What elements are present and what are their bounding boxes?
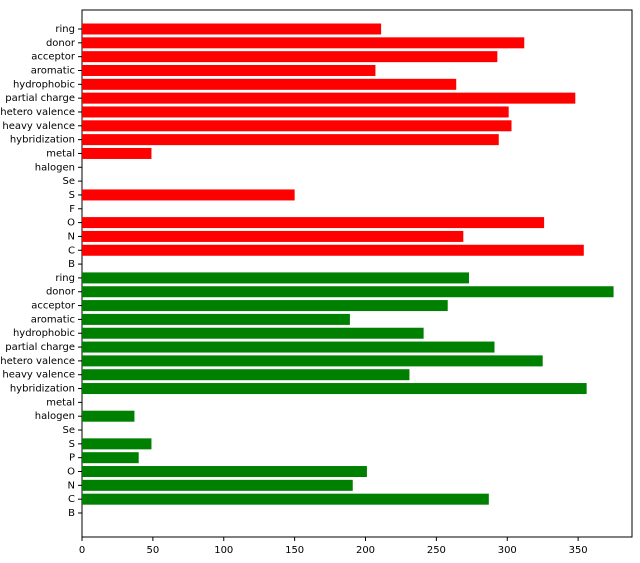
x-tick-label: 150 xyxy=(285,545,304,556)
bar xyxy=(82,272,469,284)
y-tick-label: halogen xyxy=(35,411,75,422)
y-tick-label: B xyxy=(68,259,75,270)
y-tick-label: acceptor xyxy=(31,301,76,312)
y-tick-label: Se xyxy=(63,176,76,187)
y-tick-label: hydrophobic xyxy=(13,79,75,90)
bar xyxy=(82,51,498,63)
bar xyxy=(82,438,152,450)
bar xyxy=(82,64,376,76)
y-tick-label: partial charge xyxy=(5,93,75,104)
y-tick-label: hetero valence xyxy=(0,107,75,118)
y-tick-label: ring xyxy=(55,273,75,284)
bar xyxy=(82,300,448,312)
y-tick-label: hybridization xyxy=(10,135,75,146)
x-tick-label: 0 xyxy=(79,545,85,556)
bar xyxy=(82,341,495,353)
bar xyxy=(82,147,152,159)
bar xyxy=(82,23,382,35)
x-tick-label: 350 xyxy=(569,545,588,556)
y-tick-label: Se xyxy=(63,425,76,436)
y-tick-label: aromatic xyxy=(31,65,75,76)
y-tick-label: hetero valence xyxy=(0,356,75,367)
bar xyxy=(82,286,614,298)
bar xyxy=(82,355,543,367)
y-tick-label: S xyxy=(69,439,75,450)
y-tick-label: P xyxy=(69,453,75,464)
y-tick-label: heavy valence xyxy=(2,121,75,132)
bar xyxy=(82,410,135,422)
y-tick-label: hydrophobic xyxy=(13,328,75,339)
y-tick-label: C xyxy=(68,245,75,256)
y-tick-label: donor xyxy=(46,38,76,49)
x-tick-label: 50 xyxy=(147,545,160,556)
bar xyxy=(82,106,509,118)
bar xyxy=(82,452,139,464)
y-tick-label: O xyxy=(67,467,75,478)
y-tick-label: metal xyxy=(46,397,75,408)
bar xyxy=(82,37,525,49)
bar xyxy=(82,78,457,90)
y-tick-label: S xyxy=(69,190,75,201)
x-tick-label: 200 xyxy=(356,545,375,556)
x-tick-label: 100 xyxy=(214,545,233,556)
bar xyxy=(82,92,576,104)
y-tick-label: heavy valence xyxy=(2,370,75,381)
bar xyxy=(82,120,512,132)
y-tick-label: O xyxy=(67,218,75,229)
y-tick-label: partial charge xyxy=(5,342,75,353)
y-tick-label: aromatic xyxy=(31,314,75,325)
y-tick-label: N xyxy=(68,231,75,242)
bar xyxy=(82,313,350,325)
bar xyxy=(82,493,489,505)
bar xyxy=(82,189,295,201)
bar xyxy=(82,369,410,381)
bar xyxy=(82,230,464,242)
bar xyxy=(82,327,424,339)
y-tick-label: ring xyxy=(55,24,75,35)
y-tick-label: acceptor xyxy=(31,52,76,63)
bar xyxy=(82,383,587,395)
y-tick-label: metal xyxy=(46,148,75,159)
bar xyxy=(82,217,545,229)
y-tick-label: F xyxy=(69,204,75,215)
bar xyxy=(82,479,353,491)
x-tick-label: 300 xyxy=(498,545,517,556)
y-tick-label: N xyxy=(68,480,75,491)
y-tick-label: B xyxy=(68,508,75,519)
bar xyxy=(82,134,499,146)
x-tick-label: 250 xyxy=(427,545,446,556)
bar xyxy=(82,244,584,256)
y-tick-label: hybridization xyxy=(10,384,75,395)
bar xyxy=(82,466,367,478)
y-tick-label: donor xyxy=(46,287,76,298)
y-tick-label: C xyxy=(68,494,75,505)
y-tick-label: halogen xyxy=(35,162,75,173)
